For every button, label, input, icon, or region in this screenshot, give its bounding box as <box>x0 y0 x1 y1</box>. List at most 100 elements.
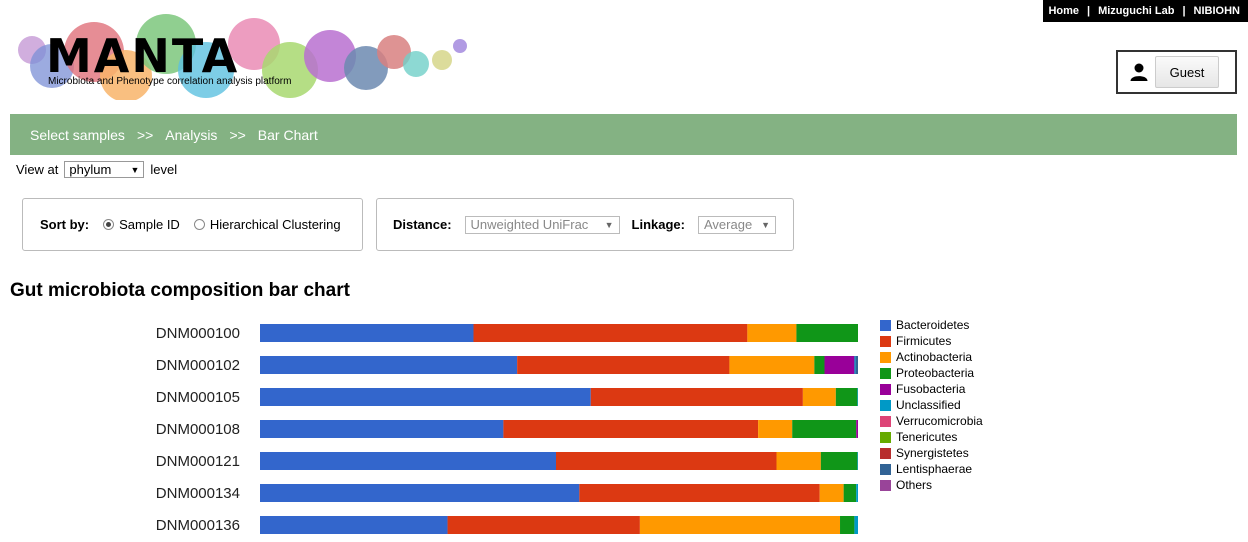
bar-segment[interactable] <box>843 484 857 502</box>
legend-label: Synergistetes <box>896 446 969 460</box>
stacked-bar-chart: DNM000100 DNM000102 DNM000105 DNM000108 DNM0… <box>156 324 858 534</box>
legend-item[interactable]: Lentisphaerae <box>880 461 983 477</box>
bar-segment[interactable] <box>758 420 793 438</box>
bar-segment[interactable] <box>517 356 730 374</box>
legend-item[interactable]: Synergistetes <box>880 445 983 461</box>
breadcrumb-analysis[interactable]: Analysis <box>165 126 218 143</box>
legend-item[interactable]: Actinobacteria <box>880 349 983 365</box>
view-level-control: View at phylum ▼ level <box>16 161 177 178</box>
breadcrumb-bar-chart[interactable]: Bar Chart <box>257 126 318 143</box>
taxonomy-level-select[interactable]: phylum ▼ <box>64 161 145 178</box>
taxonomy-level-value: phylum <box>69 162 112 177</box>
logo-title: MANTA <box>46 29 239 83</box>
bar-segment[interactable] <box>792 420 857 438</box>
bar-segment[interactable] <box>819 484 844 502</box>
distance-select[interactable]: Unweighted UniFrac ▼ <box>464 215 620 234</box>
bar-segment[interactable] <box>579 484 820 502</box>
legend-swatch <box>880 399 891 411</box>
bar-segment[interactable] <box>854 356 856 374</box>
legend-item[interactable]: Proteobacteria <box>880 365 983 381</box>
legend-label: Fusobacteria <box>896 382 966 396</box>
legend-item[interactable]: Others <box>880 477 983 493</box>
logo-subtitle: Microbiota and Phenotype correlation ana… <box>48 76 291 87</box>
bar-segment[interactable] <box>857 388 858 406</box>
legend-swatch <box>880 319 891 331</box>
legend-swatch <box>880 335 891 347</box>
legend-item[interactable]: Firmicutes <box>880 333 983 349</box>
bar-segment[interactable] <box>260 484 580 502</box>
legend-item[interactable]: Bacteroidetes <box>880 317 983 333</box>
legend-label: Firmicutes <box>896 334 952 348</box>
bar-segment[interactable] <box>835 388 858 406</box>
breadcrumb-separator: >> <box>229 126 246 143</box>
bar-segment[interactable] <box>856 420 858 438</box>
sort-sample-id-radio[interactable]: Sample ID <box>103 217 180 232</box>
dropdown-arrow-icon: ▼ <box>604 219 614 230</box>
radio-unchecked-icon[interactable] <box>193 219 205 230</box>
chart-title: Gut microbiota composition bar chart <box>10 280 350 301</box>
view-at-label: View at <box>16 162 59 177</box>
category-label: DNM000134 <box>156 485 240 502</box>
breadcrumb-separator: >> <box>136 126 154 143</box>
nibiohn-link[interactable]: NIBIOHN <box>1193 5 1240 17</box>
bar-segment[interactable] <box>260 516 448 534</box>
bar-segment[interactable] <box>473 324 748 342</box>
legend-swatch <box>880 351 891 363</box>
bar-segment[interactable] <box>855 356 858 374</box>
bar-segment[interactable] <box>260 324 474 342</box>
bar-segment[interactable] <box>776 452 821 470</box>
legend-swatch <box>880 463 891 475</box>
bar-segment[interactable] <box>820 452 858 470</box>
legend-swatch <box>880 431 891 443</box>
linkage-value: Average <box>704 217 753 232</box>
mizuguchi-lab-link[interactable]: Mizuguchi Lab <box>1098 5 1175 17</box>
linkage-label: Linkage: <box>631 217 685 232</box>
clustering-options-panel: Distance: Unweighted UniFrac ▼ Linkage: … <box>376 198 794 251</box>
bar-segment[interactable] <box>260 420 504 438</box>
bar-segment[interactable] <box>590 388 803 406</box>
bar-segment[interactable] <box>814 356 825 374</box>
bar-segment[interactable] <box>260 388 591 406</box>
sort-by-label: Sort by: <box>40 217 90 232</box>
bar-segment[interactable] <box>824 356 855 374</box>
legend-item[interactable]: Verrucomicrobia <box>880 413 983 429</box>
sort-sample-id-label: Sample ID <box>119 217 180 232</box>
bar-segment[interactable] <box>854 516 858 534</box>
legend-label: Lentisphaerae <box>896 462 973 476</box>
category-label: DNM000100 <box>156 325 240 342</box>
sort-hierarchical-label: Hierarchical Clustering <box>209 217 341 232</box>
legend-item[interactable]: Tenericutes <box>880 429 983 445</box>
legend-swatch <box>880 479 891 491</box>
legend-swatch <box>880 415 891 427</box>
legend-item[interactable]: Unclassified <box>880 397 983 413</box>
bar-segment[interactable] <box>840 516 855 534</box>
legend-label: Unclassified <box>896 398 961 412</box>
breadcrumb-select-samples[interactable]: Select samples <box>30 126 125 143</box>
legend-label: Bacteroidetes <box>896 318 970 332</box>
legend-label: Others <box>896 478 933 492</box>
legend-swatch <box>880 383 891 395</box>
bar-segment[interactable] <box>260 356 518 374</box>
legend-label: Actinobacteria <box>896 350 973 364</box>
linkage-select[interactable]: Average ▼ <box>698 215 776 234</box>
bar-segment[interactable] <box>503 420 759 438</box>
bar-segment[interactable] <box>556 452 777 470</box>
guest-button[interactable]: Guest <box>1155 56 1219 88</box>
bar-segment[interactable] <box>747 324 797 342</box>
sort-hierarchical-clustering-radio[interactable]: Hierarchical Clustering <box>193 217 341 232</box>
radio-checked-icon[interactable] <box>103 219 115 230</box>
home-link[interactable]: Home <box>1048 5 1079 17</box>
bar-segment[interactable] <box>729 356 815 374</box>
top-nav: Home | Mizuguchi Lab | NIBIOHN <box>1043 0 1248 22</box>
bar-segment[interactable] <box>639 516 841 534</box>
bar-segment[interactable] <box>856 484 858 502</box>
bar-segment[interactable] <box>802 388 836 406</box>
manta-logo[interactable]: MANTA Microbiota and Phenotype correlati… <box>14 14 474 100</box>
bar-segment[interactable] <box>857 452 858 470</box>
bar-segment[interactable] <box>447 516 640 534</box>
breadcrumb: Select samples >> Analysis >> Bar Chart <box>10 114 1237 155</box>
chart-legend: Bacteroidetes Firmicutes Actinobacteria Pro… <box>880 317 983 493</box>
bar-segment[interactable] <box>796 324 858 342</box>
bar-segment[interactable] <box>260 452 556 470</box>
legend-item[interactable]: Fusobacteria <box>880 381 983 397</box>
